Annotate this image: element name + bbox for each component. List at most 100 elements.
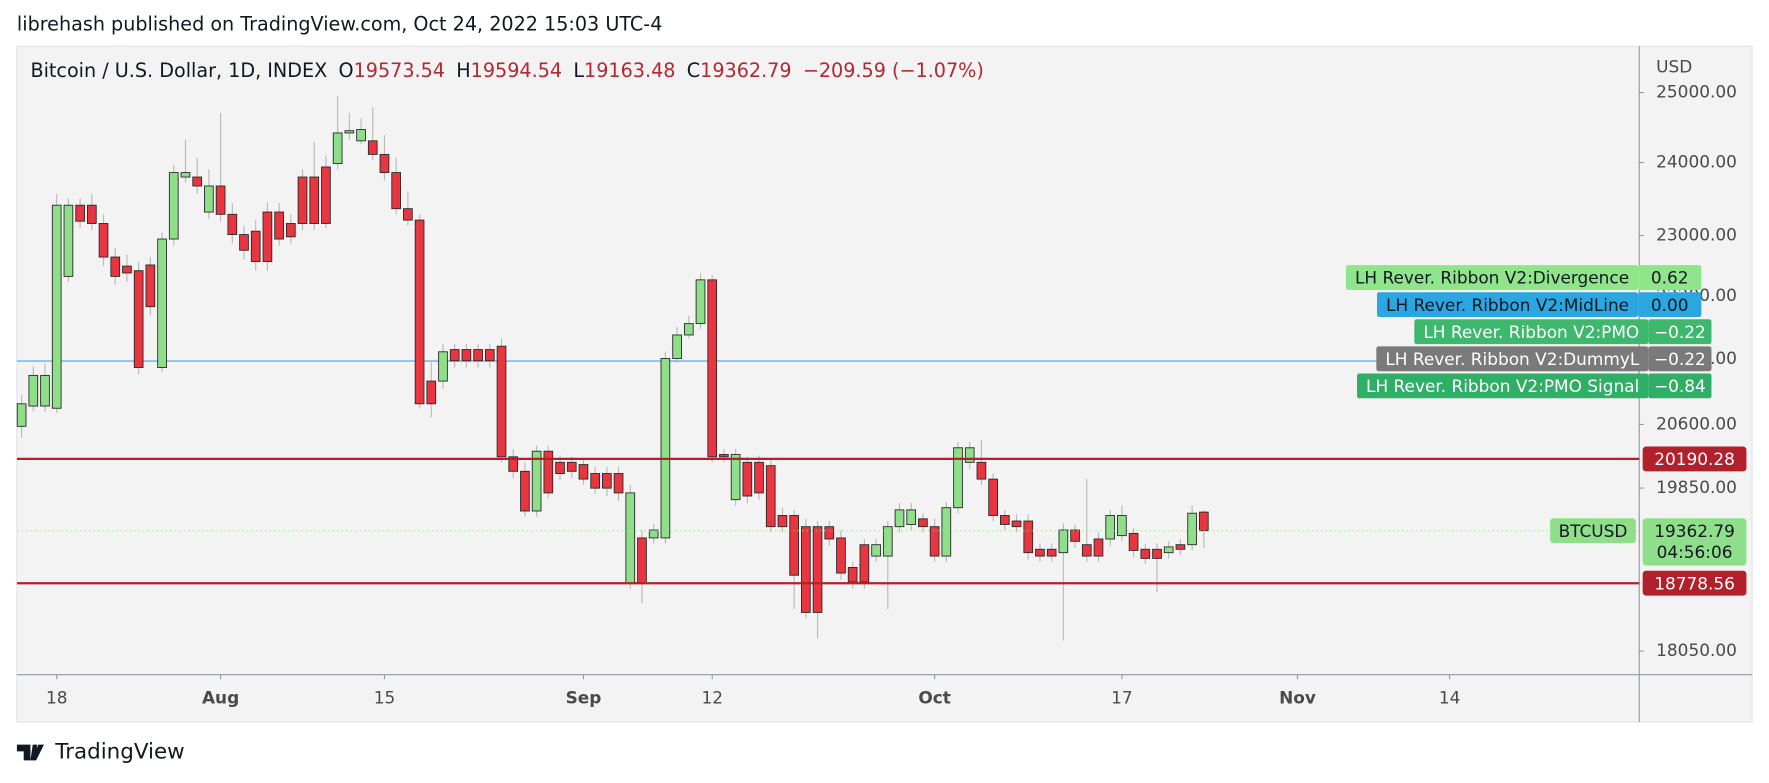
candle-body — [871, 544, 881, 557]
candle-body — [297, 176, 308, 224]
indicator-name-box — [1345, 265, 1639, 290]
indicator-value: −0.22 — [1654, 349, 1706, 369]
logo-icon — [16, 744, 44, 761]
candle-body — [555, 461, 565, 474]
candle-body — [309, 176, 320, 224]
candle-body — [730, 454, 741, 501]
candle-body — [192, 176, 203, 187]
candle-body — [906, 509, 917, 525]
indicator-name-box — [1414, 319, 1649, 345]
x-tick-label: Sep — [566, 687, 602, 707]
candle-body — [566, 461, 577, 472]
indicator-name: LH Rever. Ribbon V2:PMO — [1423, 322, 1639, 342]
candle-body — [1140, 548, 1151, 559]
candle-body — [449, 349, 460, 362]
currency: USD — [1656, 57, 1692, 77]
candle-body — [953, 447, 963, 509]
candle-body — [496, 345, 507, 458]
indicator-value-box — [1648, 319, 1712, 345]
candle-body — [484, 349, 495, 362]
candle-body — [847, 566, 858, 583]
candle-body — [660, 358, 671, 539]
symbol-label: BTCUSD — [1559, 521, 1628, 541]
legend-item: 19573.54 — [354, 59, 445, 82]
indicator-value: 0.00 — [1651, 295, 1689, 315]
candle-body — [1175, 544, 1186, 550]
candle-body — [1152, 548, 1162, 559]
legend-item: −209.59 (−1.07%) — [803, 59, 984, 82]
brand: TradingView — [54, 740, 184, 765]
candle-body — [1163, 546, 1174, 554]
candle-body — [812, 526, 823, 613]
candle-body — [590, 473, 600, 489]
candle-body — [824, 526, 835, 540]
candle-body — [461, 349, 472, 362]
candle-body — [742, 461, 753, 497]
candle-body — [683, 323, 694, 336]
candle-body — [918, 518, 928, 528]
legend-item: C — [687, 59, 700, 82]
candle-body — [133, 270, 144, 368]
candle-body — [765, 465, 776, 528]
y-tick-label: 19850.00 — [1656, 477, 1737, 497]
candle-body — [356, 129, 366, 142]
candle-body — [1070, 529, 1080, 542]
candle-body — [882, 526, 893, 557]
legend-item: O — [339, 59, 354, 82]
countdown: 04:56:06 — [1657, 542, 1733, 562]
candle-body — [648, 529, 659, 539]
candle-body — [1187, 512, 1197, 546]
indicator-name: LH Rever. Ribbon V2:PMO Signal — [1366, 376, 1639, 396]
candle-body — [426, 380, 437, 405]
candle-body — [1093, 538, 1104, 557]
level-label: 20190.28 — [1654, 449, 1735, 469]
publisher: librehash published on TradingView.com, … — [17, 12, 662, 35]
legend-item: 19163.48 — [584, 59, 675, 82]
candle-body — [168, 172, 179, 240]
candle-body — [473, 349, 483, 362]
candle-body — [403, 208, 413, 221]
candle-body — [1105, 515, 1116, 540]
x-tick-label: Aug — [202, 687, 239, 707]
candle-body — [63, 204, 74, 277]
candle-body — [695, 279, 706, 325]
candle-body — [941, 507, 952, 557]
candle-body — [28, 374, 39, 407]
candle-body — [321, 166, 331, 224]
indicator-name-box — [1357, 373, 1649, 399]
candle-body — [51, 204, 62, 409]
candle-body — [894, 509, 905, 528]
candle-body — [157, 238, 167, 368]
level-label-box — [1642, 570, 1747, 596]
candle-body — [332, 132, 343, 165]
candle-body — [262, 211, 273, 263]
logo: TradingView — [16, 740, 185, 765]
candle-body — [637, 537, 647, 584]
candle-body — [344, 130, 355, 134]
candle-body — [414, 219, 425, 405]
last-price-box — [1642, 518, 1747, 566]
candle-body — [391, 172, 402, 210]
candle-body — [75, 204, 85, 222]
x-tick-label: 18 — [46, 687, 68, 707]
candle-body — [801, 526, 811, 613]
y-tick-label: 18050.00 — [1656, 640, 1737, 660]
candle-body — [613, 473, 624, 494]
candle-body — [719, 454, 729, 458]
symbol-box — [1550, 518, 1636, 544]
candle-body — [1011, 520, 1022, 528]
candle-body — [520, 470, 530, 512]
candle-body — [625, 492, 636, 584]
indicator-name: LH Rever. Ribbon V2:MidLine — [1386, 295, 1629, 315]
indicator-name-box — [1376, 346, 1649, 372]
candle-body — [508, 456, 519, 472]
candle-body — [180, 172, 191, 178]
candle-body — [40, 374, 50, 407]
candle-body — [602, 473, 612, 489]
candle-body — [836, 537, 846, 574]
indicator-name: LH Rever. Ribbon V2:DummyL — [1385, 349, 1639, 369]
candle-body — [145, 264, 156, 308]
candle-body — [122, 265, 132, 274]
candle-body — [227, 213, 238, 236]
candle-body — [1058, 529, 1069, 554]
